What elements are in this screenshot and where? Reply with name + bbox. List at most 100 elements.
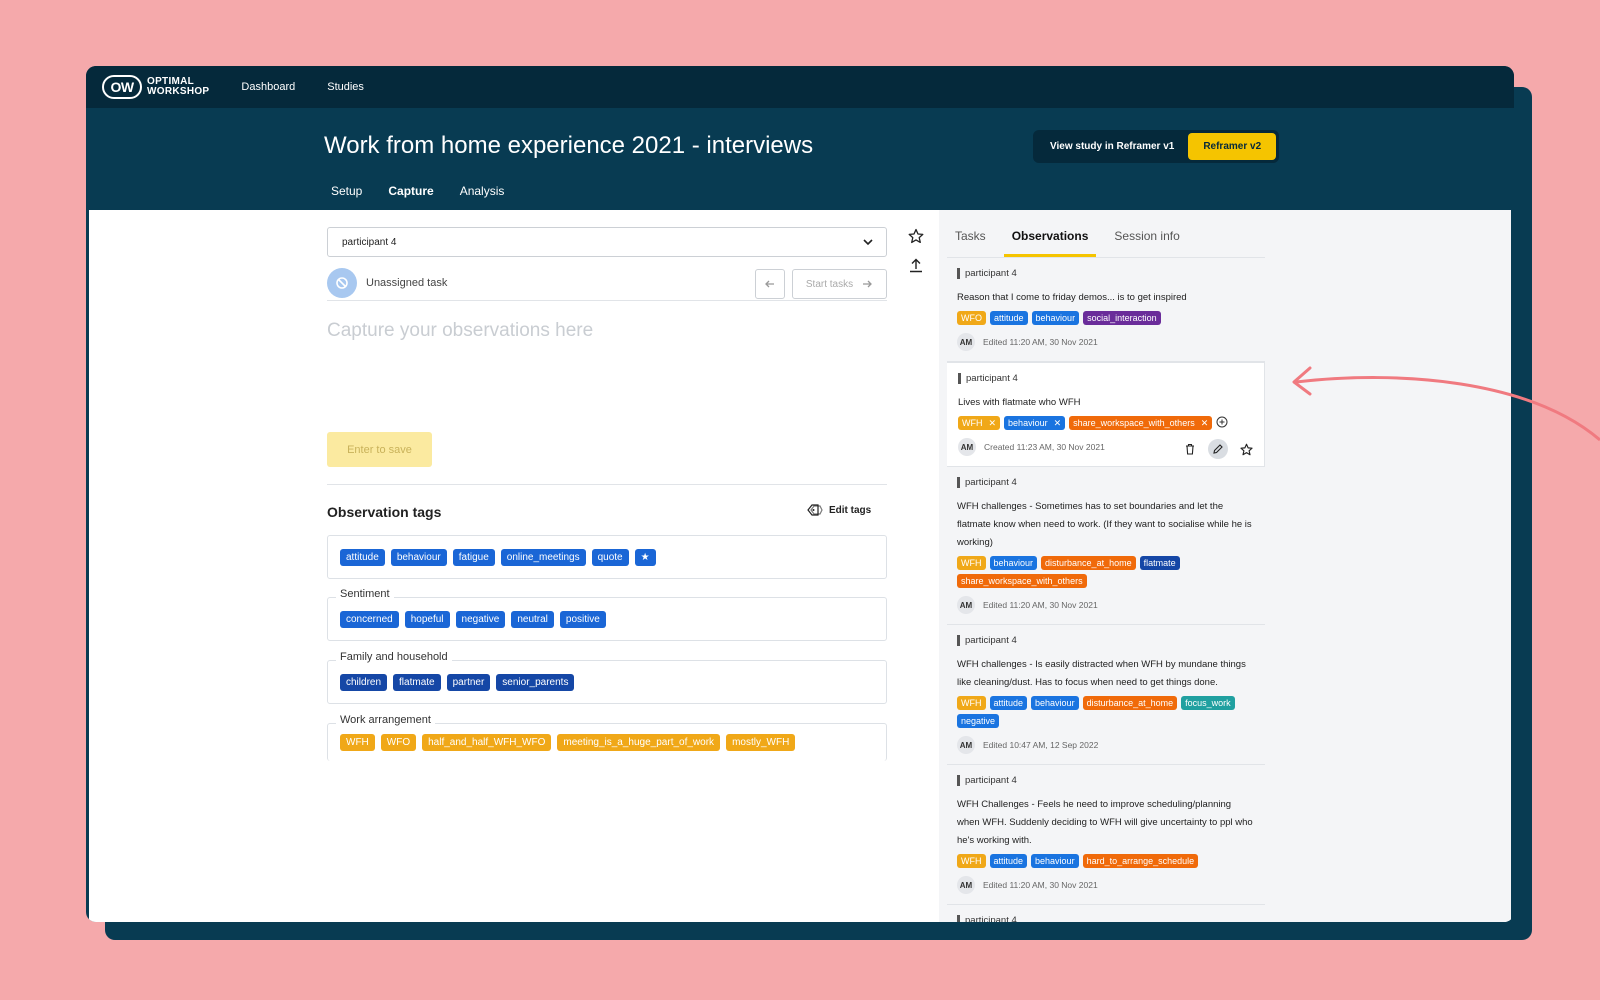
tag-positive[interactable]: positive	[559, 610, 606, 628]
observation-tag[interactable]: attitude	[990, 311, 1028, 325]
previous-task-button[interactable]	[755, 269, 785, 299]
tab-analysis[interactable]: Analysis	[459, 184, 505, 198]
observation-tag[interactable]: WFH	[957, 854, 986, 868]
study-tabs: Setup Capture Analysis	[324, 178, 523, 213]
tag-quote[interactable]: quote	[591, 548, 629, 566]
observation-timestamp: Edited 11:20 AM, 30 Nov 2021	[983, 880, 1098, 890]
tag-wfo[interactable]: WFO	[380, 734, 417, 751]
observation-tag[interactable]: behaviour	[1031, 311, 1080, 325]
observation-tag[interactable]: disturbance_at_home	[1041, 556, 1136, 570]
start-tasks-button[interactable]: Start tasks	[792, 269, 887, 299]
observation-card[interactable]: participant 4 WFH Challenges - Feels he n…	[947, 765, 1265, 905]
observation-tag-label: behaviour	[1035, 313, 1076, 323]
tag-star[interactable]: ★	[634, 548, 656, 566]
tag-half-and-half[interactable]: half_and_half_WFH_WFO	[422, 734, 552, 751]
observation-timestamp: Edited 10:47 AM, 12 Sep 2022	[983, 740, 1099, 750]
observation-tag[interactable]: focus_work	[1181, 696, 1235, 710]
observation-tag-label: social_interaction	[1087, 313, 1157, 323]
observation-tag[interactable]: share_workspace_with_others ✕	[1069, 416, 1213, 430]
tag-fatigue[interactable]: fatigue	[452, 548, 495, 566]
optimal-workshop-logo[interactable]: OW OPTIMAL WORKSHOP	[102, 75, 209, 99]
observation-tag[interactable]: behaviour	[989, 556, 1038, 570]
tag-hopeful[interactable]: hopeful	[404, 610, 450, 628]
tag-senior-parents[interactable]: senior_parents	[496, 673, 575, 691]
pencil-icon[interactable]	[1208, 439, 1228, 459]
tag-attitude[interactable]: attitude	[340, 548, 385, 566]
observation-tag-label: disturbance_at_home	[1086, 698, 1174, 708]
observation-card[interactable]: participant 4 WFH challenges - Sometimes …	[947, 467, 1265, 625]
observation-participant: participant 4	[957, 635, 1255, 646]
tag-partner[interactable]: partner	[446, 673, 491, 691]
observation-participant: participant 4	[957, 268, 1255, 279]
observation-card[interactable]: participant 4 WFH challenges - Is easily …	[947, 625, 1265, 765]
observation-tag[interactable]: WFO	[957, 311, 986, 325]
participant-select[interactable]: participant 4	[327, 227, 887, 257]
tag-group-sentiment: Sentiment concerned hopeful negative neu…	[327, 588, 887, 641]
tag-wfh[interactable]: WFH	[340, 734, 375, 751]
edit-tags-button[interactable]: Edit tags	[807, 504, 871, 516]
observation-tag[interactable]: hard_to_arrange_schedule	[1082, 854, 1199, 868]
observation-tag[interactable]: behaviour	[1031, 696, 1079, 710]
upload-icon[interactable]	[908, 257, 924, 273]
observation-card[interactable]: participant 4	[947, 905, 1265, 922]
tag-flatmate[interactable]: flatmate	[393, 673, 441, 691]
observation-tag[interactable]: behaviour ✕	[1004, 416, 1066, 430]
nav-dashboard-link[interactable]: Dashboard	[241, 81, 296, 93]
avatar: AM	[957, 876, 975, 894]
tag-negative[interactable]: negative	[455, 610, 506, 628]
observation-card-actions	[1180, 439, 1256, 459]
observation-tag[interactable]: behaviour	[1031, 854, 1079, 868]
star-icon[interactable]	[1236, 439, 1256, 459]
reframer-v2-button[interactable]: Reframer v2	[1188, 133, 1277, 160]
observation-tag[interactable]: WFH	[957, 556, 986, 570]
tab-capture[interactable]: Capture	[381, 178, 441, 213]
observation-tag[interactable]: flatmate	[1139, 556, 1180, 570]
observation-tag[interactable]: disturbance_at_home	[1082, 696, 1178, 710]
observation-tag-label: WFH	[962, 418, 983, 428]
observation-participant: participant 4	[957, 477, 1255, 488]
remove-tag-icon[interactable]: ✕	[1200, 417, 1209, 428]
observation-tag-label: disturbance_at_home	[1045, 558, 1132, 568]
tab-observations[interactable]: Observations	[1003, 223, 1097, 257]
tag-group-family: Family and household children flatmate p…	[327, 651, 887, 704]
tag-group-title: Sentiment	[336, 588, 394, 600]
observation-card[interactable]: participant 4 Reason that I come to frida…	[947, 258, 1265, 362]
main-content: participant 4 Unassigned task Start task…	[89, 210, 1511, 922]
tab-session-info[interactable]: Session info	[1114, 229, 1180, 243]
participant-select-value: participant 4	[342, 236, 397, 248]
observation-tag[interactable]: attitude	[989, 696, 1028, 710]
observation-tag[interactable]: social_interaction	[1083, 311, 1161, 325]
remove-tag-icon[interactable]: ✕	[1053, 417, 1062, 428]
remove-tag-icon[interactable]: ✕	[988, 417, 997, 428]
observation-tag[interactable]: WFH ✕	[958, 416, 1001, 430]
observation-tag[interactable]: negative	[957, 714, 1000, 728]
tag-behaviour[interactable]: behaviour	[390, 548, 447, 566]
observation-tag[interactable]: attitude	[989, 854, 1028, 868]
logo-badge: OW	[102, 75, 142, 99]
observation-capture-input[interactable]	[327, 320, 887, 410]
observation-tag[interactable]: WFH	[957, 696, 986, 710]
chevron-down-icon	[863, 239, 873, 246]
tag-neutral[interactable]: neutral	[511, 610, 554, 628]
tag-mostly-wfh[interactable]: mostly_WFH	[726, 734, 796, 751]
trash-icon[interactable]	[1180, 439, 1200, 459]
view-in-reframer-v1-button[interactable]: View study in Reframer v1	[1050, 141, 1175, 152]
tag-children[interactable]: children	[340, 673, 388, 691]
tab-setup[interactable]: Setup	[331, 184, 363, 198]
star-icon[interactable]	[908, 228, 924, 244]
observation-card[interactable]: participant 4 Lives with flatmate who WFH…	[947, 362, 1265, 467]
tag-concerned[interactable]: concerned	[340, 610, 399, 628]
tag-meeting-huge-part[interactable]: meeting_is_a_huge_part_of_work	[557, 734, 721, 751]
observation-text: Lives with flatmate who WFH	[958, 397, 1081, 408]
observation-meta: AM Created 11:23 AM, 30 Nov 2021	[958, 438, 1254, 456]
page-title: Work from home experience 2021 - intervi…	[324, 132, 814, 159]
observation-text: Reason that I come to friday demos... is…	[957, 292, 1187, 303]
tag-group-work-arrangement: Work arrangement WFH WFO half_and_half_W…	[327, 714, 887, 761]
observation-tags: WFO attitude behaviour social_interaction	[957, 311, 1255, 325]
observation-tag[interactable]: share_workspace_with_others	[957, 574, 1087, 588]
tag-online-meetings[interactable]: online_meetings	[500, 548, 586, 566]
enter-to-save-button[interactable]: Enter to save	[327, 432, 432, 467]
tab-tasks[interactable]: Tasks	[955, 229, 986, 243]
add-tag-icon[interactable]	[1216, 416, 1228, 428]
nav-studies-link[interactable]: Studies	[327, 81, 364, 93]
